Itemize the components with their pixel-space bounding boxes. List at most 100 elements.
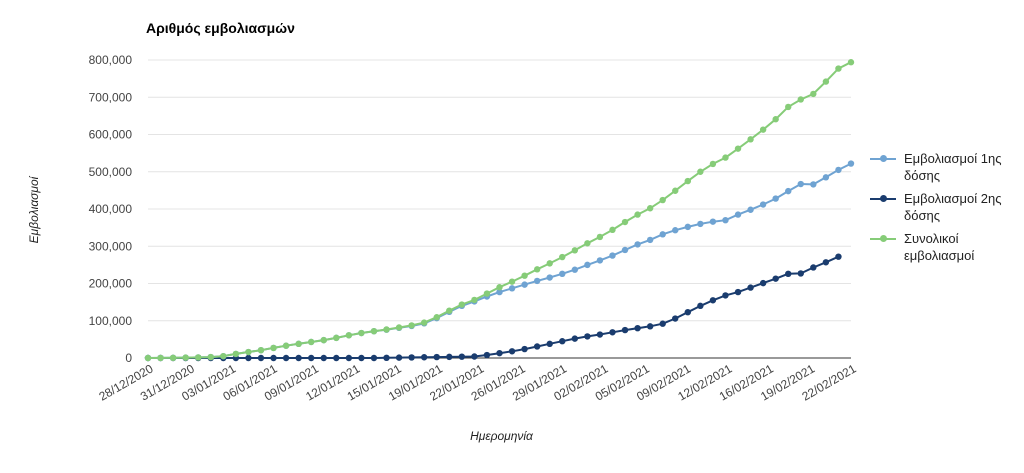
- data-point: [835, 65, 842, 72]
- data-point: [835, 166, 842, 174]
- data-point: [358, 329, 365, 337]
- data-point: [646, 205, 654, 212]
- data-point: [571, 247, 579, 254]
- data-point: [634, 241, 641, 248]
- data-point: [458, 301, 466, 308]
- data-point: [546, 340, 553, 348]
- y-tick-label: 500,000: [89, 165, 133, 179]
- data-point: [822, 259, 830, 266]
- data-point: [559, 253, 566, 261]
- data-point: [496, 349, 503, 357]
- data-point: [747, 206, 754, 213]
- data-point: [446, 353, 453, 361]
- data-point: [822, 78, 830, 85]
- legend-marker-icon: [880, 195, 887, 202]
- data-point: [659, 196, 666, 204]
- data-point: [245, 354, 252, 362]
- y-axis-label: Εμβολιασμοί: [27, 175, 41, 243]
- data-point: [144, 354, 152, 362]
- legend-marker-icon: [880, 155, 887, 162]
- y-tick-label: 600,000: [89, 128, 133, 142]
- data-point: [772, 275, 779, 282]
- data-point: [245, 348, 252, 356]
- legend-marker-icon: [880, 235, 887, 242]
- data-point: [559, 338, 566, 345]
- data-point: [797, 96, 804, 103]
- y-tick-label: 200,000: [89, 277, 133, 291]
- data-point: [584, 333, 591, 340]
- data-point: [684, 308, 692, 316]
- data-point: [533, 277, 541, 285]
- chart-title: Αριθμός εμβολιασμών: [146, 20, 295, 36]
- data-point: [496, 288, 503, 296]
- data-point: [810, 90, 817, 98]
- data-point: [282, 342, 290, 349]
- data-point: [282, 354, 290, 362]
- data-point: [458, 353, 466, 360]
- y-tick-label: 400,000: [89, 202, 133, 216]
- y-tick-label: 800,000: [89, 53, 133, 67]
- data-point: [596, 331, 604, 338]
- data-point: [157, 354, 164, 362]
- data-point: [646, 323, 654, 330]
- data-point: [697, 168, 704, 175]
- legend-label: Εμβολιασμοί 2ης δόσης: [904, 191, 1002, 223]
- data-point: [320, 354, 327, 362]
- data-point: [508, 348, 516, 355]
- data-point: [609, 226, 616, 234]
- data-point: [584, 261, 591, 269]
- data-point: [207, 353, 214, 361]
- data-point: [370, 354, 378, 362]
- legend-item[interactable]: Συνολικοί εμβολιασμοί: [868, 230, 1018, 264]
- y-tick-label: 100,000: [89, 314, 133, 328]
- data-point: [533, 266, 541, 273]
- data-point: [496, 284, 503, 291]
- legend-item[interactable]: Εμβολιασμοί 2ης δόσης: [868, 190, 1018, 224]
- data-point: [408, 354, 415, 361]
- data-point: [433, 353, 440, 361]
- data-point: [395, 354, 403, 361]
- data-point: [521, 345, 528, 353]
- data-point: [822, 174, 830, 181]
- data-point: [508, 285, 516, 292]
- data-point: [508, 278, 516, 285]
- data-point: [446, 307, 453, 314]
- data-point: [295, 340, 302, 348]
- chart-legend: Εμβολιασμοί 1ης δόσης Εμβολιασμοί 2ης δόσ…: [868, 150, 1018, 270]
- data-point: [270, 354, 277, 362]
- data-point: [709, 297, 717, 304]
- data-point: [596, 257, 604, 264]
- data-point: [333, 354, 340, 362]
- data-point: [722, 154, 729, 161]
- data-point: [307, 338, 315, 346]
- data-point: [621, 218, 629, 226]
- data-point: [734, 211, 742, 218]
- data-point: [533, 343, 541, 350]
- data-point: [320, 336, 327, 344]
- data-point: [169, 354, 177, 362]
- data-point: [797, 180, 804, 188]
- data-point: [634, 211, 641, 218]
- data-point: [408, 322, 415, 329]
- data-point: [559, 270, 566, 278]
- data-point: [571, 335, 579, 342]
- data-point: [483, 290, 491, 297]
- data-point: [433, 314, 440, 321]
- data-point: [295, 354, 302, 362]
- data-point: [634, 325, 641, 332]
- data-point: [345, 354, 353, 362]
- data-point: [345, 332, 353, 339]
- data-point: [759, 126, 767, 133]
- data-point: [847, 160, 855, 167]
- data-point: [747, 136, 754, 143]
- data-point: [232, 350, 240, 358]
- legend-item[interactable]: Εμβολιασμοί 1ης δόσης: [868, 150, 1018, 184]
- legend-swatch: [870, 155, 896, 162]
- data-point: [370, 327, 378, 335]
- legend-label: Εμβολιασμοί 1ης δόσης: [904, 151, 1002, 183]
- data-point: [596, 233, 604, 241]
- data-point: [546, 260, 553, 267]
- data-point: [471, 353, 478, 360]
- data-point: [785, 270, 792, 278]
